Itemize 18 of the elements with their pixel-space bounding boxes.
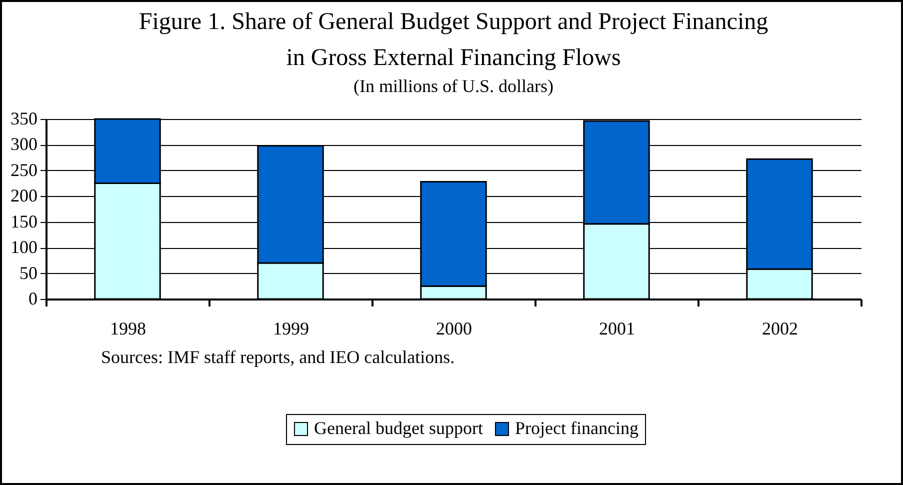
y-tick-label: 350 bbox=[10, 108, 38, 128]
y-tick-label: 100 bbox=[10, 237, 38, 258]
x-tick-label: 2001 bbox=[599, 318, 635, 338]
x-tick-label: 1998 bbox=[110, 318, 146, 338]
chart-subtitle: (In millions of U.S. dollars) bbox=[354, 76, 554, 96]
y-tick-label: 200 bbox=[10, 186, 38, 206]
chart-title: Figure 1. Share of General Budget Support and Project Financing in Gross External Financing Flows bbox=[138, 9, 768, 71]
y-tick-label: 0 bbox=[28, 288, 38, 308]
source-note: Sources: IMF staff reports, and IEO calculations. bbox=[101, 347, 455, 367]
legend-label: General budget support bbox=[314, 418, 483, 438]
legend-label: Project financing bbox=[515, 418, 638, 438]
x-tick-label: 2002 bbox=[762, 318, 798, 338]
x-tick-label: 2000 bbox=[436, 318, 472, 338]
x-tick-label: 1999 bbox=[273, 318, 309, 338]
y-tick-label: 300 bbox=[10, 134, 38, 154]
y-tick-label: 250 bbox=[10, 160, 38, 180]
y-tick-label: 150 bbox=[10, 211, 38, 232]
y-tick-label: 50 bbox=[20, 262, 38, 283]
